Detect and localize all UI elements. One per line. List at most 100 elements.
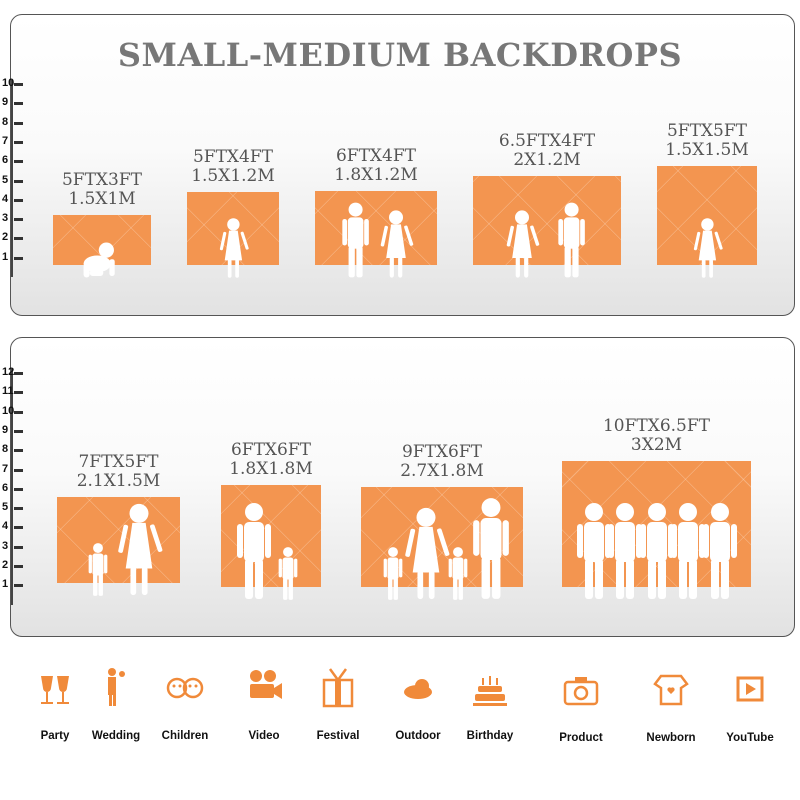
size-feet: 6FTX4FT: [335, 146, 416, 166]
woman-silhouette: [118, 503, 163, 596]
scale-tick: 2: [2, 231, 24, 244]
scale-tick: 7: [2, 462, 24, 475]
use-birthday: Birthday: [460, 666, 520, 742]
girl-silhouette: [693, 218, 723, 278]
champagne-glasses-icon: [41, 676, 69, 704]
size-feet: 6FTX6FT: [230, 440, 311, 460]
scale-tick: 9: [2, 96, 24, 109]
scale-tick: 10: [2, 404, 24, 417]
use-outdoor: Outdoor: [388, 666, 448, 742]
size-meters: 2X1.2M: [513, 150, 581, 170]
use-youtube: YouTube: [720, 668, 780, 744]
gift-box-icon: [322, 668, 354, 708]
use-label: Outdoor: [395, 730, 441, 742]
scale-tick: 11: [2, 385, 23, 398]
scale-tick: 5: [2, 501, 24, 514]
size-feet: 10FTX6.5FT: [602, 416, 711, 436]
backdrop-size-6.5ftx4ft: [473, 176, 621, 265]
woman-silhouette: [405, 507, 450, 600]
scale-tick: 4: [2, 192, 24, 205]
scale-tick: 8: [2, 443, 24, 456]
use-label: Product: [559, 732, 603, 744]
scale-tick: 8: [2, 115, 24, 128]
scale-tick: 3: [2, 539, 24, 552]
size-meters: 1.5X1.5M: [665, 140, 749, 160]
use-label: Children: [161, 730, 209, 742]
size-meters: 3X2M: [630, 435, 683, 455]
boy-silhouette: [342, 202, 369, 278]
movie-camera-icon: [250, 670, 282, 699]
adult-silhouette: [576, 503, 611, 599]
size-meters: 1.8X1.2M: [334, 165, 418, 185]
use-children: Children: [155, 666, 215, 742]
boy-silhouette: [558, 202, 585, 278]
wedding-couple-icon: [108, 668, 125, 706]
backdrop-size-label: 5FTX3FT 1.5X1M: [2, 171, 202, 209]
size-feet: 5FTX4FT: [192, 147, 273, 167]
size-feet: 9FTX6FT: [401, 442, 482, 462]
girl-silhouette: [219, 218, 249, 278]
use-party: Party: [25, 666, 85, 742]
adult-silhouette: [702, 503, 737, 599]
scale-tick: 9: [2, 423, 24, 436]
scale-tick: 6: [2, 154, 24, 167]
play-button-icon: [736, 676, 764, 702]
scale-tick: 3: [2, 212, 24, 225]
size-meters: 2.7X1.8M: [400, 461, 484, 481]
size-feet: 5FTX3FT: [61, 170, 142, 190]
woman-holding-child-silhouette: [237, 503, 272, 599]
backdrop-size-label: 7FTX5FT 2.1X1.5M: [19, 453, 219, 491]
backdrop-size-label: 6FTX4FT 1.8X1.2M: [276, 147, 476, 185]
size-meters: 2.1X1.5M: [76, 471, 161, 491]
use-label: YouTube: [726, 732, 774, 744]
child-silhouette: [278, 547, 298, 600]
scale-tick: 2: [2, 559, 24, 571]
backdrop-size-7ftx5ft: [57, 497, 180, 583]
size-feet: 6.5FTX4FT: [498, 131, 596, 151]
use-newborn: Newborn: [641, 668, 701, 744]
height-scale-axis: [11, 80, 13, 277]
size-meters: 1.5X1M: [68, 189, 136, 209]
size-meters: 1.8X1.8M: [229, 459, 313, 479]
use-video: Video: [234, 666, 294, 742]
use-label: Video: [248, 730, 280, 742]
size-meters: 1.5X1.2M: [191, 166, 275, 186]
height-scale-axis: [11, 369, 13, 605]
scale-tick: 12: [2, 366, 24, 378]
man-silhouette: [472, 498, 509, 599]
cloud-icon: [404, 679, 432, 699]
use-label: Party: [40, 730, 70, 742]
child-silhouette: [448, 547, 468, 600]
adult-silhouette: [639, 503, 674, 599]
camera-icon: [563, 677, 599, 706]
use-wedding: Wedding: [86, 666, 146, 742]
scale-tick: 1: [2, 250, 24, 263]
scale-tick: 6: [2, 481, 24, 494]
girl-silhouette: [507, 210, 540, 278]
child-silhouette: [384, 547, 403, 600]
backdrop-size-label: 10FTX6.5FT 3X2M: [557, 417, 757, 455]
baby-onesie-icon: [653, 674, 689, 706]
size-feet: 7FTX5FT: [78, 452, 159, 472]
use-label: Newborn: [646, 732, 696, 744]
backdrop-size-6ftx4ft: [315, 191, 437, 265]
backdrop-size-label: 6FTX6FT 1.8X1.8M: [171, 441, 371, 479]
adult-silhouette: [671, 503, 705, 599]
backdrop-size-label: 6.5FTX4FT 2X1.2M: [447, 132, 647, 170]
size-feet: 5FTX5FT: [666, 121, 747, 141]
scale-tick: 5: [2, 173, 24, 186]
use-label: Wedding: [91, 730, 141, 742]
scale-tick: 7: [2, 134, 24, 147]
girl-silhouette: [381, 210, 414, 278]
use-label: Birthday: [466, 730, 514, 742]
backdrop-size-label: 5FTX5FT 1.5X1.5M: [607, 122, 800, 160]
backdrop-size-label: 5FTX4FT 1.5X1.2M: [133, 148, 333, 186]
crawling-baby-silhouette: [83, 242, 115, 278]
use-label: Festival: [316, 730, 360, 742]
backdrop-size-label: 9FTX6FT 2.7X1.8M: [342, 443, 542, 481]
scale-tick: 4: [2, 520, 24, 533]
use-festival: Festival: [308, 666, 368, 742]
birthday-cake-icon: [473, 676, 507, 706]
child-silhouette: [88, 543, 108, 596]
scale-tick: 10: [2, 77, 24, 89]
